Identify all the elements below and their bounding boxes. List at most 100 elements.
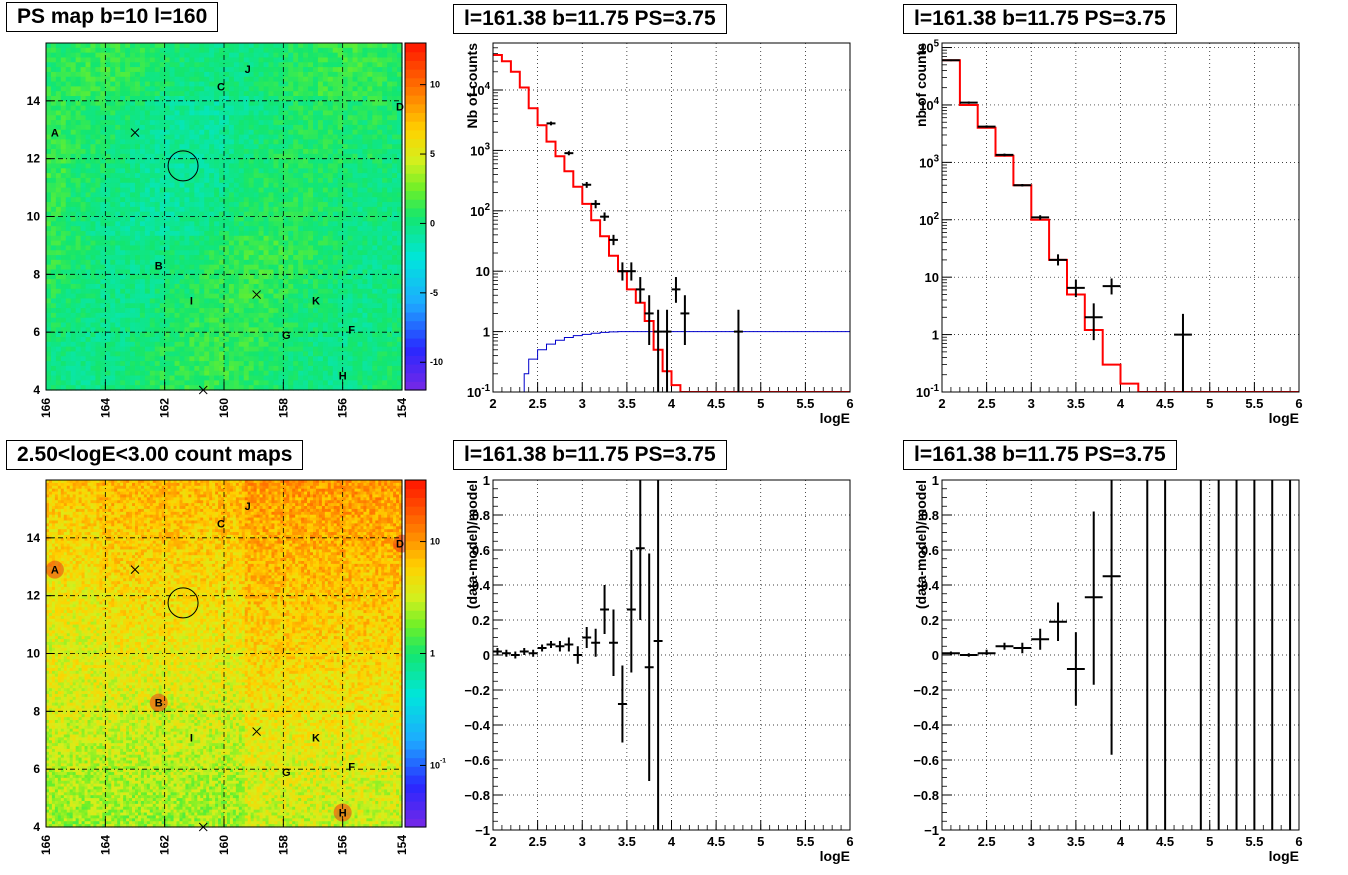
heatmap-cell — [179, 96, 186, 102]
heatmap-cell — [317, 206, 324, 213]
heatmap-cell — [288, 52, 294, 59]
heatmap-cell — [169, 144, 176, 150]
heatmap-cell — [322, 81, 329, 87]
heatmap-cell — [209, 52, 215, 59]
heatmap-cell — [347, 298, 354, 304]
heatmap-cell — [278, 206, 284, 213]
heatmap-cell — [303, 96, 309, 102]
heatmap-cell — [382, 149, 388, 155]
heatmap-cell — [120, 206, 126, 213]
heatmap-cell — [209, 361, 215, 367]
heatmap-cell — [139, 182, 146, 189]
heatmap-cell — [278, 43, 284, 49]
heatmap-cell — [233, 211, 240, 218]
heatmap-cell — [367, 250, 373, 256]
heatmap-cell — [263, 264, 270, 271]
heatmap-cell — [139, 361, 146, 367]
heatmap-cell — [50, 380, 57, 386]
heatmap-cell — [120, 365, 126, 372]
heatmap-cell — [154, 100, 161, 107]
heatmap-cell — [60, 221, 67, 227]
heatmap-cell — [263, 308, 270, 314]
heatmap-cell — [332, 370, 339, 377]
heatmap-cell — [139, 129, 146, 136]
heatmap-cell — [46, 279, 52, 285]
heatmap-cell — [253, 105, 260, 112]
heatmap-cell — [154, 288, 161, 295]
heatmap-cell — [60, 356, 67, 362]
heatmap-cell — [105, 279, 111, 285]
heatmap-cell — [174, 153, 181, 160]
heatmap-cell — [372, 370, 378, 377]
heatmap-cell — [90, 303, 97, 309]
heatmap-cell — [268, 62, 275, 68]
heatmap-cell — [308, 153, 314, 160]
heatmap-cell — [110, 144, 116, 150]
heatmap-cell — [278, 129, 284, 136]
heatmap-cell — [174, 134, 181, 140]
heatmap-cell — [357, 177, 364, 184]
heatmap-cell — [352, 298, 359, 304]
heatmap-cell — [273, 336, 279, 343]
heatmap-cell — [110, 240, 116, 247]
heatmap-cell — [352, 361, 359, 367]
heatmap-cell — [357, 336, 364, 343]
heatmap-cell — [194, 385, 200, 391]
heatmap-cell — [144, 76, 151, 83]
heatmap-cell — [238, 206, 245, 213]
heatmap-cell — [347, 346, 354, 353]
heatmap-cell — [357, 105, 364, 112]
heatmap-cell — [154, 124, 161, 131]
heatmap-cell — [105, 351, 111, 357]
heatmap-cell — [149, 226, 156, 232]
heatmap-cell — [273, 202, 279, 208]
heatmap-cell — [159, 255, 166, 261]
heatmap-cell — [164, 259, 171, 266]
heatmap-cell — [50, 100, 57, 107]
heatmap-cell — [189, 385, 195, 391]
heatmap-cell — [273, 187, 279, 193]
heatmap-cell — [189, 221, 195, 227]
heatmap-cell — [65, 144, 72, 150]
heatmap-cell — [214, 380, 220, 386]
heatmap-cell — [382, 221, 388, 227]
heatmap-cell — [238, 105, 245, 112]
heatmap-cell — [80, 250, 87, 256]
heatmap-cell — [46, 346, 52, 353]
heatmap-cell — [159, 100, 166, 107]
heatmap-cell — [342, 250, 349, 256]
heatmap-cell — [65, 206, 72, 213]
heatmap-cell — [332, 216, 339, 222]
heatmap-cell — [65, 187, 72, 193]
heatmap-cell — [154, 308, 161, 314]
heatmap-cell — [293, 91, 299, 97]
heatmap-cell — [362, 221, 368, 227]
heatmap-cell — [233, 71, 240, 78]
heatmap-cell — [253, 216, 260, 222]
heatmap-cell — [268, 317, 275, 324]
heatmap-cell — [219, 197, 225, 203]
heatmap-cell — [382, 385, 388, 391]
heatmap-cell — [154, 62, 161, 68]
heatmap-cell — [130, 259, 136, 266]
heatmap-cell — [243, 303, 250, 309]
heatmap-cell — [85, 317, 92, 324]
heatmap-cell — [238, 264, 245, 271]
heatmap-cell — [342, 192, 349, 198]
heatmap-cell — [194, 303, 200, 309]
heatmap-cell — [184, 71, 190, 78]
heatmap-cell — [65, 67, 72, 73]
heatmap-cell — [50, 361, 57, 367]
heatmap-cell — [184, 129, 190, 136]
heatmap-cell — [317, 187, 324, 193]
heatmap-cell — [382, 115, 388, 121]
heatmap-cell — [55, 62, 62, 68]
heatmap-cell — [130, 139, 136, 145]
heatmap-cell — [135, 57, 141, 63]
heatmap-cell — [248, 226, 255, 232]
heatmap-cell — [149, 361, 156, 367]
heatmap-cell — [377, 332, 383, 338]
heatmap-cell — [60, 385, 67, 391]
heatmap-cell — [174, 197, 181, 203]
heatmap-cell — [367, 351, 373, 357]
